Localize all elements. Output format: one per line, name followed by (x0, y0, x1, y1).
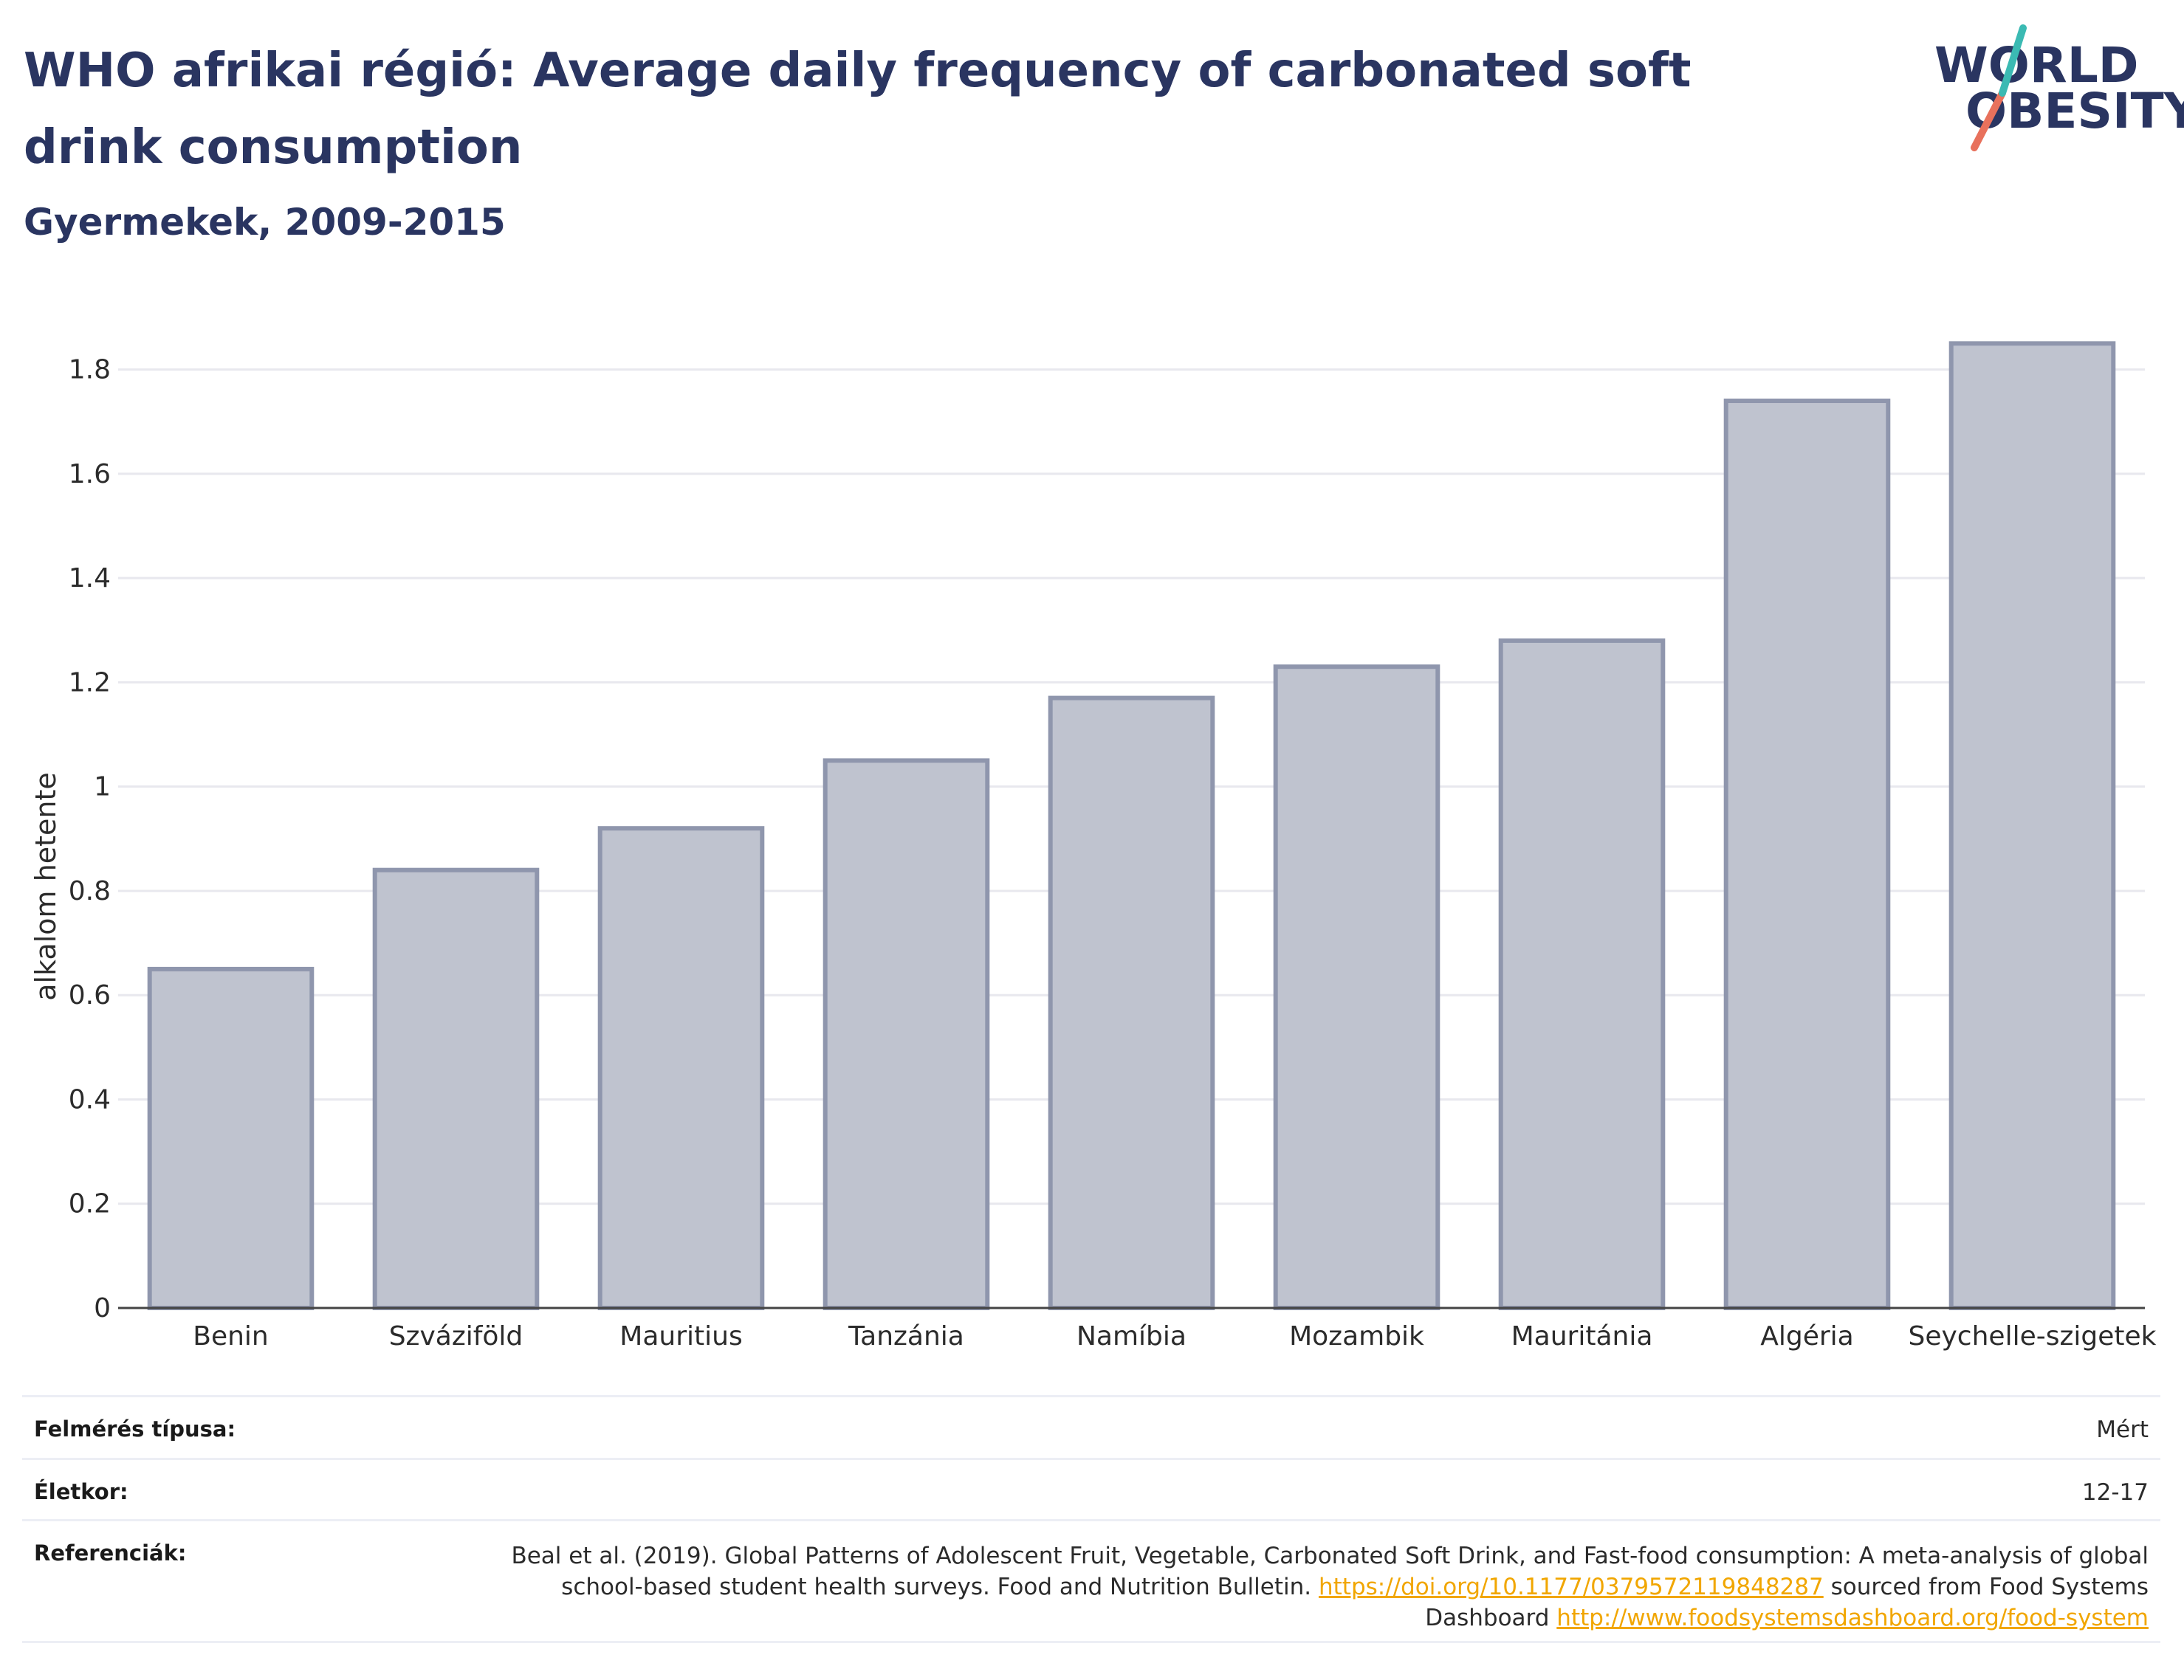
x-tick-label: Mauritius (619, 1321, 742, 1352)
x-tick-label: Mauritánia (1511, 1321, 1653, 1352)
y-tick-labels: 0 0.2 0.4 0.6 0.8 1 1.2 1.4 1.6 1.8 (69, 355, 111, 1323)
bar (147, 966, 315, 1310)
x-tick-labels: Benin Szváziföld Mauritius Tanzánia Namíbia M… (193, 1321, 2156, 1352)
meta-row-survey-type: Felmérés típusa: Mért (22, 1395, 2160, 1458)
logo-text-world: WORLD (1934, 37, 2139, 94)
y-tick-label: 0.8 (69, 876, 111, 906)
food-systems-link[interactable]: http://www.foodsystemsdashboard.org/food… (1556, 1605, 2149, 1631)
references-label: Referenciák: (34, 1540, 187, 1566)
x-tick-label: Namíbia (1076, 1321, 1187, 1352)
bar (1048, 695, 1215, 1310)
y-tick-label: 0 (94, 1293, 111, 1323)
logo-slash-icon (1971, 24, 2027, 151)
age-value: 12-17 (2081, 1479, 2149, 1506)
doi-link[interactable]: https://doi.org/10.1177/0379572119848287 (1318, 1574, 1824, 1600)
bar-chart: 0 0.2 0.4 0.6 0.8 1 1.2 1.4 1.6 1.8 Benin Szvázifö… (30, 341, 2157, 1352)
y-tick-label: 1.2 (69, 667, 111, 698)
bar (1948, 341, 2116, 1310)
bars (147, 341, 2116, 1311)
bar (1273, 664, 1440, 1310)
survey-type-label: Felmérés típusa: (34, 1416, 236, 1442)
y-tick-label: 0.6 (69, 980, 111, 1011)
x-tick-label: Mozambik (1289, 1321, 1424, 1352)
bar (823, 758, 990, 1310)
chart-title: WHO afrikai régió: Average daily frequen… (24, 44, 1692, 175)
x-tick-label: Tanzánia (848, 1321, 964, 1352)
world-obesity-logo: WORLD OBESITY (1920, 22, 2184, 155)
meta-row-age: Életkor: 12-17 (22, 1458, 2160, 1519)
y-tick-label: 1.8 (69, 355, 111, 385)
survey-type-value: Mért (2096, 1416, 2149, 1443)
x-tick-label: Seychelle-szigetek (1909, 1321, 2157, 1352)
metadata-table: Felmérés típusa: Mért Életkor: 12-17 Ref… (22, 1395, 2160, 1643)
references-text-1: Beal et al. (2019). Global Patterns of A… (511, 1543, 2149, 1600)
bar (597, 826, 765, 1310)
bar (1723, 399, 1891, 1311)
y-tick-label: 0.4 (69, 1084, 111, 1115)
references-value: Beal et al. (2019). Global Patterns of A… (465, 1540, 2149, 1633)
y-tick-label: 1 (94, 772, 111, 802)
y-tick-label: 0.2 (69, 1189, 111, 1219)
x-tick-label: Benin (193, 1321, 268, 1352)
y-axis-label: alkalom hetente (30, 772, 62, 1000)
bar (1498, 638, 1666, 1311)
references-text-2: sourced from Food Systems Dashboard (1425, 1574, 2149, 1631)
age-label: Életkor: (34, 1479, 128, 1504)
y-tick-label: 1.4 (69, 563, 111, 593)
y-tick-label: 1.6 (69, 459, 111, 489)
chart-subtitle: Gyermekek, 2009-2015 (24, 201, 506, 244)
bar (372, 867, 540, 1310)
x-tick-label: Szváziföld (389, 1321, 523, 1352)
meta-row-references: Referenciák: Beal et al. (2019). Global … (22, 1519, 2160, 1643)
x-tick-label: Algéria (1760, 1321, 1854, 1352)
